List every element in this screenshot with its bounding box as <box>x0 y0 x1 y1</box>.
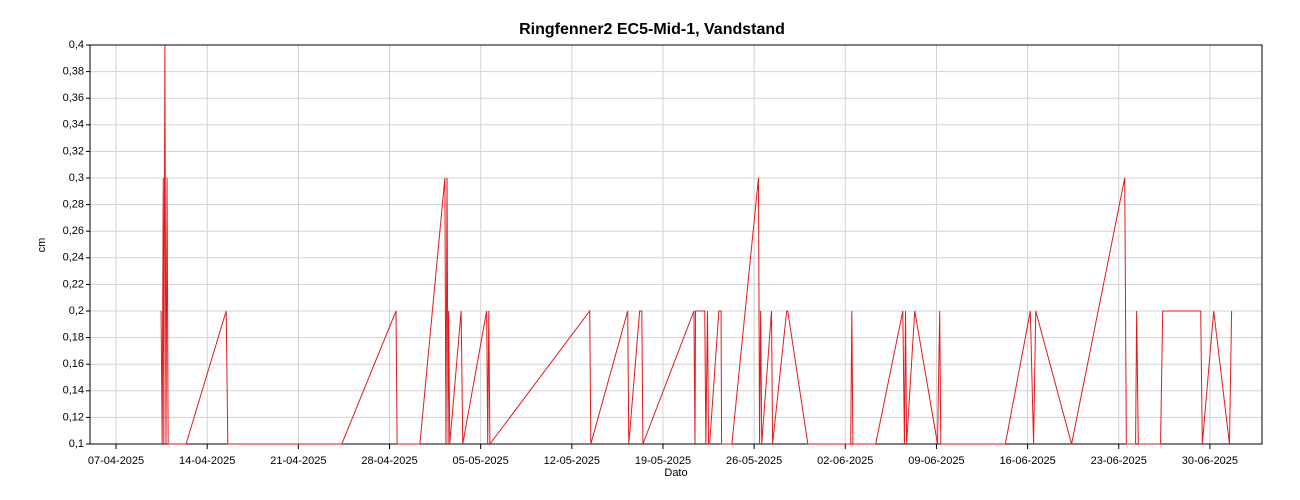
x-tick-label: 02-06-2025 <box>817 455 873 467</box>
x-tick-label: 21-04-2025 <box>270 455 326 467</box>
x-tick-label: 14-04-2025 <box>179 455 235 467</box>
x-tick-label: 30-06-2025 <box>1182 455 1238 467</box>
y-tick-label: 0,34 <box>63 119 84 131</box>
y-tick-label: 0,16 <box>63 358 84 370</box>
y-tick-label: 0,4 <box>69 39 84 51</box>
x-tick-label: 19-05-2025 <box>635 455 691 467</box>
x-tick-label: 07-04-2025 <box>88 455 144 467</box>
y-tick-label: 0,14 <box>63 385 84 397</box>
y-axis-label: cm <box>36 238 48 253</box>
chart-title: Ringfenner2 EC5-Mid-1, Vandstand <box>519 21 785 38</box>
y-tick-label: 0,3 <box>69 172 84 184</box>
data-line <box>160 44 1233 446</box>
plot-frame <box>89 44 1263 445</box>
y-tick-label: 0,38 <box>63 66 84 78</box>
y-tick-label: 0,18 <box>63 332 84 344</box>
y-tick-label: 0,2 <box>69 305 84 317</box>
x-tick-label: 28-04-2025 <box>361 455 417 467</box>
x-tick-label: 12-05-2025 <box>544 455 600 467</box>
y-tick-label: 0,26 <box>63 225 84 237</box>
y-tick-label: 0,32 <box>63 145 84 157</box>
y-tick-label: 0,1 <box>69 438 84 450</box>
y-tick-label: 0,28 <box>63 199 84 211</box>
x-tick-label: 09-06-2025 <box>908 455 964 467</box>
y-tick-label: 0,24 <box>63 252 84 264</box>
x-tick-label: 16-06-2025 <box>999 455 1055 467</box>
y-tick-label: 0,36 <box>63 92 84 104</box>
x-tick-label: 05-05-2025 <box>453 455 509 467</box>
x-tick-label: 26-05-2025 <box>726 455 782 467</box>
y-tick-label: 0,12 <box>63 411 84 423</box>
x-axis-label: Dato <box>664 467 687 479</box>
x-tick-label: 23-06-2025 <box>1091 455 1147 467</box>
y-tick-label: 0,22 <box>63 278 84 290</box>
